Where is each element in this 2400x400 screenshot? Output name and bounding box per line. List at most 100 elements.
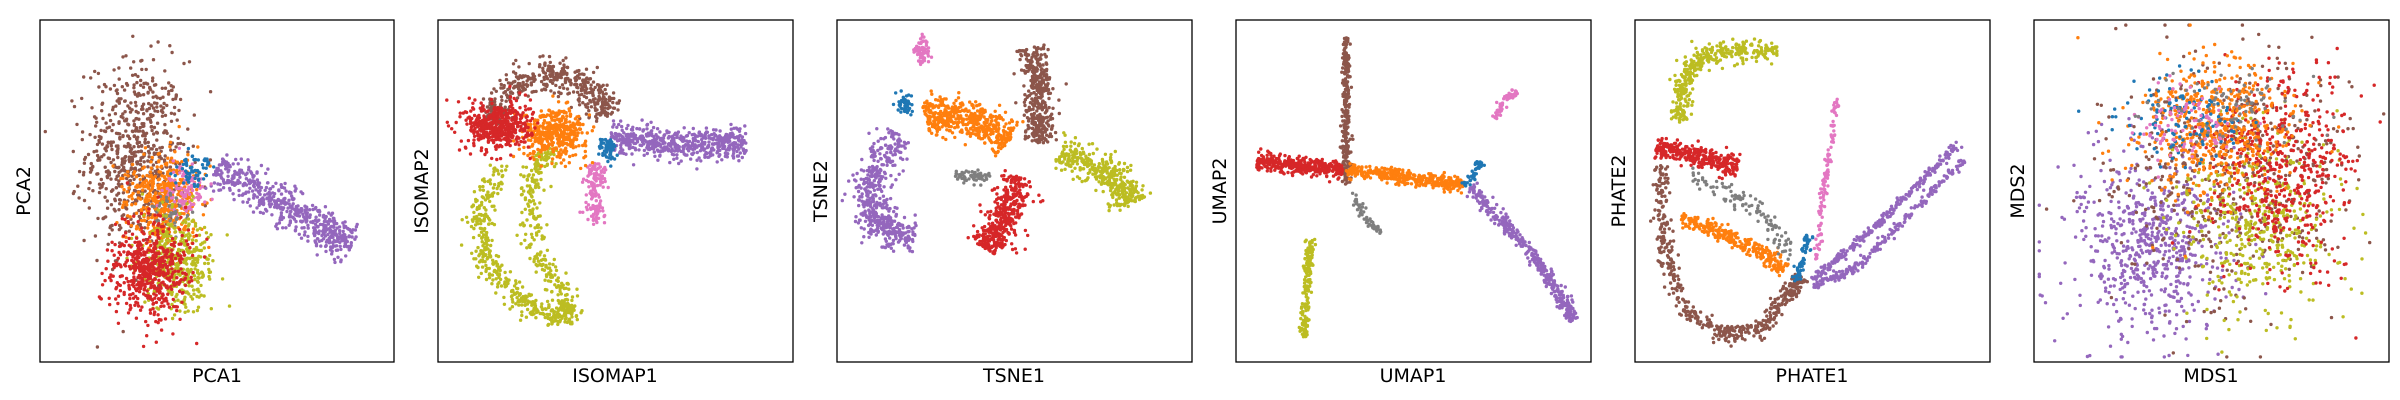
- scatter-point-brown: [158, 96, 162, 101]
- scatter-point-purple: [221, 178, 226, 182]
- scatter-point-purple: [323, 244, 328, 249]
- scatter-point-orange: [146, 222, 151, 227]
- scatter-point-brown: [160, 114, 165, 118]
- scatter-point-purple: [675, 156, 679, 160]
- scatter-point-brown: [591, 80, 596, 84]
- scatter-point-orange: [111, 164, 115, 168]
- scatter-point-olive: [543, 151, 547, 155]
- scatter-point-brown: [591, 70, 596, 75]
- scatter-point-brown: [511, 80, 515, 84]
- scatter-point-olive: [186, 217, 191, 221]
- scatter-point-purple: [301, 191, 305, 196]
- scatter-point-purple: [323, 234, 328, 238]
- scatter-point-olive: [498, 277, 503, 282]
- scatter-point-purple: [263, 207, 268, 212]
- scatter-point-orange: [560, 139, 565, 144]
- scatter-point-purple: [332, 219, 337, 223]
- scatter-point-red: [205, 237, 209, 241]
- scatter-point-pink: [596, 166, 600, 170]
- scatter-point-brown: [151, 95, 155, 99]
- scatter-point-orange: [559, 148, 563, 152]
- scatter-point-red: [136, 296, 140, 301]
- scatter-point-red: [134, 300, 138, 304]
- scatter-point-olive: [535, 233, 539, 237]
- scatter-point-pink: [197, 194, 202, 198]
- scatter-point-purple: [682, 152, 686, 156]
- scatter-point-red: [166, 268, 170, 272]
- scatter-point-olive: [546, 152, 551, 156]
- scatter-point-purple: [737, 134, 741, 139]
- scatter-point-olive: [211, 259, 215, 263]
- scatter-point-olive: [480, 195, 484, 199]
- scatter-point-orange: [568, 154, 572, 159]
- scatter-point-olive: [575, 287, 579, 291]
- scatter-point-red: [109, 278, 113, 283]
- scatter-point-brown: [543, 83, 547, 87]
- scatter-point-olive: [476, 222, 480, 226]
- scatter-point-brown: [128, 143, 132, 147]
- panel-pca: PCA1 PCA2: [13, 19, 395, 387]
- scatter-point-purple: [313, 228, 317, 232]
- scatter-point-purple: [620, 124, 624, 129]
- scatter-point-brown: [122, 165, 126, 169]
- scatter-point-olive: [552, 257, 556, 262]
- scatter-point-olive: [540, 237, 544, 241]
- scatter-point-brown: [100, 183, 104, 188]
- scatter-point-olive: [550, 289, 554, 294]
- scatter-point-orange: [186, 153, 190, 157]
- scatter-point-pink: [179, 200, 183, 204]
- scatter-point-purple: [219, 169, 223, 173]
- scatter-point-brown: [106, 242, 110, 246]
- scatter-point-olive: [496, 273, 500, 277]
- scatter-point-orange: [164, 220, 169, 224]
- scatter-point-brown: [585, 105, 590, 110]
- scatter-point-purple: [650, 129, 654, 133]
- scatter-point-olive: [187, 232, 191, 236]
- scatter-point-brown: [155, 138, 159, 142]
- scatter-point-brown: [93, 69, 97, 74]
- scatter-point-purple: [296, 213, 300, 218]
- scatter-point-orange: [169, 198, 173, 203]
- scatter-point-orange: [555, 117, 559, 122]
- scatter-point-purple: [302, 226, 306, 230]
- scatter-point-olive: [508, 270, 513, 274]
- scatter-point-olive: [479, 213, 484, 217]
- scatter-point-orange: [163, 204, 168, 208]
- scatter-point-olive: [178, 212, 182, 216]
- scatter-point-purple: [699, 159, 703, 163]
- scatter-point-purple: [252, 179, 256, 184]
- scatter-point-orange: [142, 218, 147, 223]
- scatter-point-pink: [188, 205, 192, 209]
- scatter-point-purple: [725, 134, 730, 138]
- scatter-point-olive: [524, 232, 528, 236]
- scatter-point-orange: [169, 156, 174, 160]
- scatter-point-red: [128, 267, 133, 271]
- scatter-point-olive: [499, 284, 504, 288]
- scatter-point-purple: [294, 206, 299, 210]
- scatter-point-brown: [139, 158, 143, 163]
- pca-plot-frame: [39, 19, 395, 363]
- scatter-point-brown: [172, 112, 177, 116]
- scatter-point-purple: [611, 134, 615, 139]
- scatter-point-red: [153, 258, 157, 262]
- scatter-point-brown: [97, 182, 102, 186]
- scatter-point-brown: [186, 127, 190, 131]
- scatter-point-brown: [577, 103, 582, 107]
- scatter-point-orange: [142, 181, 147, 185]
- scatter-point-brown: [153, 109, 157, 113]
- scatter-point-brown: [141, 112, 146, 116]
- scatter-point-red: [179, 215, 183, 219]
- scatter-point-olive: [478, 188, 482, 192]
- scatter-point-orange: [590, 129, 594, 133]
- scatter-point-olive: [470, 251, 474, 255]
- scatter-point-orange: [187, 195, 191, 200]
- scatter-point-pink: [598, 201, 602, 206]
- scatter-point-olive: [484, 277, 489, 282]
- scatter-point-brown: [511, 62, 516, 66]
- scatter-point-brown: [116, 166, 120, 170]
- scatter-point-olive: [199, 283, 203, 288]
- scatter-point-purple: [220, 163, 224, 167]
- scatter-point-olive: [472, 210, 476, 215]
- scatter-point-orange: [140, 188, 145, 192]
- scatter-point-red: [141, 344, 146, 349]
